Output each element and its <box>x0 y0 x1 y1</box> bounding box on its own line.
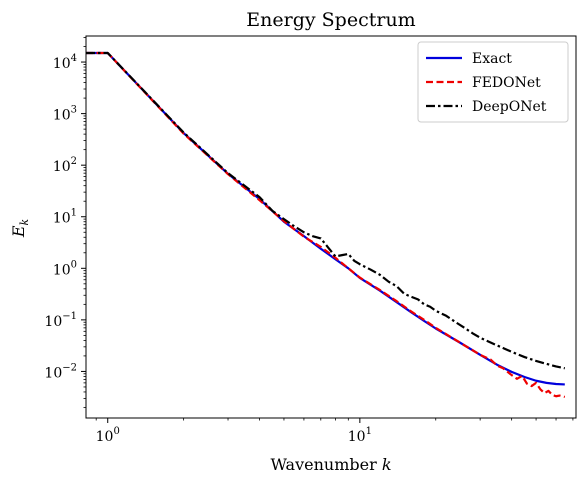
series-line-deeponet <box>86 51 566 370</box>
y-axis-label: Ek <box>9 218 31 238</box>
series-line-fedonet <box>86 51 566 399</box>
x-axis-label-text: Wavenumber <box>270 455 381 474</box>
legend-label-fedonet: FEDONet <box>472 75 541 91</box>
legend-box <box>417 41 569 123</box>
x-tick-label: 100 <box>96 426 120 445</box>
y-tick-label: 101 <box>53 208 77 227</box>
legend-label-deeponet: DeepONet <box>472 99 547 115</box>
y-tick-label: 103 <box>53 105 77 124</box>
x-axis-label-var: k <box>382 455 392 474</box>
y-tick-label: 10−1 <box>44 311 77 330</box>
x-tick-label: 101 <box>348 426 372 445</box>
y-axis-ticks: 10−2 10−1 100 101 102 103 104 <box>44 37 86 408</box>
y-axis-label-var: E <box>9 225 28 238</box>
x-axis-label: Wavenumber k <box>270 455 391 474</box>
y-tick-label: 100 <box>53 259 77 278</box>
plot-frame <box>85 35 577 419</box>
chart-title: Energy Spectrum <box>246 9 415 31</box>
y-tick-label: 104 <box>53 53 77 72</box>
series-layer <box>86 51 566 399</box>
legend: Exact FEDONet DeepONet <box>417 41 569 123</box>
y-tick-label: 10−2 <box>44 362 77 381</box>
y-tick-label: 102 <box>53 156 77 175</box>
x-axis-ticks: 100 101 <box>96 418 574 445</box>
legend-label-exact: Exact <box>472 51 512 67</box>
y-axis-label-sub: k <box>18 218 31 225</box>
